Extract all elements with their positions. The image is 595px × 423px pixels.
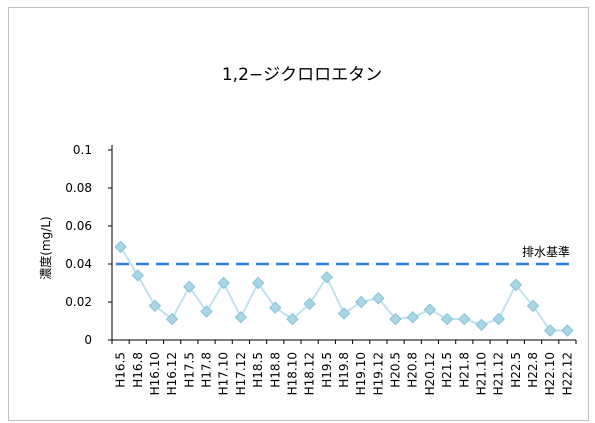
x-tick-label: H17.12 xyxy=(234,352,248,395)
data-point xyxy=(251,276,265,290)
x-tick-label: H19.10 xyxy=(354,352,368,395)
y-tick-label: 0.04 xyxy=(65,257,92,271)
data-point xyxy=(131,269,144,282)
data-point xyxy=(114,240,127,254)
data-point xyxy=(475,318,488,332)
x-tick-label: H22.12 xyxy=(560,352,574,395)
data-point xyxy=(354,295,368,309)
y-tick-label: 0.1 xyxy=(73,143,92,157)
data-point xyxy=(492,312,505,326)
x-tick-label: H18.5 xyxy=(251,352,265,388)
data-point xyxy=(183,280,196,294)
data-point xyxy=(561,324,574,337)
x-tick-label: H22.10 xyxy=(543,352,557,395)
data-point xyxy=(423,303,437,316)
x-tick-label: H20.8 xyxy=(406,352,420,388)
data-point xyxy=(269,301,282,314)
y-tick-labels: 0 0.02 0.04 0.06 0.08 0.1 xyxy=(65,143,92,347)
x-tick-label: H22.5 xyxy=(509,352,523,388)
data-point xyxy=(509,278,523,292)
y-tick-label: 0.08 xyxy=(65,181,92,195)
data-point xyxy=(320,271,334,284)
data-point xyxy=(440,312,454,326)
x-tick-label: H16.8 xyxy=(131,352,145,388)
axes xyxy=(108,145,577,344)
x-tick-label: H21.8 xyxy=(457,352,471,388)
x-tick-label: H16.5 xyxy=(114,352,128,388)
data-point xyxy=(526,299,540,313)
data-point xyxy=(544,324,557,337)
x-tick-label: H22.8 xyxy=(526,352,540,388)
data-point xyxy=(389,312,402,326)
x-tick-label: H21.5 xyxy=(440,352,454,388)
data-point xyxy=(234,310,248,324)
series-group xyxy=(114,240,574,337)
y-tick-label: 0.02 xyxy=(65,295,92,309)
x-tick-label: H20.5 xyxy=(389,352,403,388)
data-point xyxy=(406,310,419,324)
x-tick-label: H19.12 xyxy=(371,352,385,395)
y-tick-label: 0 xyxy=(84,333,92,347)
data-point xyxy=(286,312,299,326)
chart-frame xyxy=(8,7,589,421)
data-point xyxy=(337,307,351,320)
y-tick-label: 0.06 xyxy=(65,219,92,233)
x-tick-label: H16.12 xyxy=(165,352,179,395)
data-point xyxy=(458,312,471,326)
reference-line-group: 排水基準 xyxy=(116,244,570,266)
data-point xyxy=(303,297,316,311)
x-tick-label: H17.8 xyxy=(200,352,214,388)
x-tick-label: H19.8 xyxy=(337,352,351,388)
x-tick-label: H17.5 xyxy=(182,352,196,388)
data-point xyxy=(217,276,230,290)
reference-line-label: 排水基準 xyxy=(522,244,570,259)
x-tick-label: H17.10 xyxy=(217,352,231,395)
x-tick-label: H21.12 xyxy=(492,352,506,395)
y-axis-label: 濃度(mg/L) xyxy=(38,216,53,279)
x-tick-labels: H16.5 H16.8 H16.10 H16.12 H17.5 H17.8 H17.10 H1… xyxy=(114,352,575,395)
x-tick-label: H18.10 xyxy=(285,352,299,395)
data-point xyxy=(165,312,179,326)
x-tick-label: H19.5 xyxy=(320,352,334,388)
data-point xyxy=(148,299,162,313)
data-point xyxy=(372,291,385,305)
x-tick-label: H18.12 xyxy=(303,352,317,395)
x-tick-label: H16.10 xyxy=(148,352,162,395)
data-point xyxy=(200,305,213,318)
x-tick-label: H20.12 xyxy=(423,352,437,395)
x-tick-label: H18.8 xyxy=(268,352,282,388)
chart-title: 1,2−ジクロロエタン xyxy=(222,65,382,85)
x-tick-label: H21.10 xyxy=(474,352,488,395)
